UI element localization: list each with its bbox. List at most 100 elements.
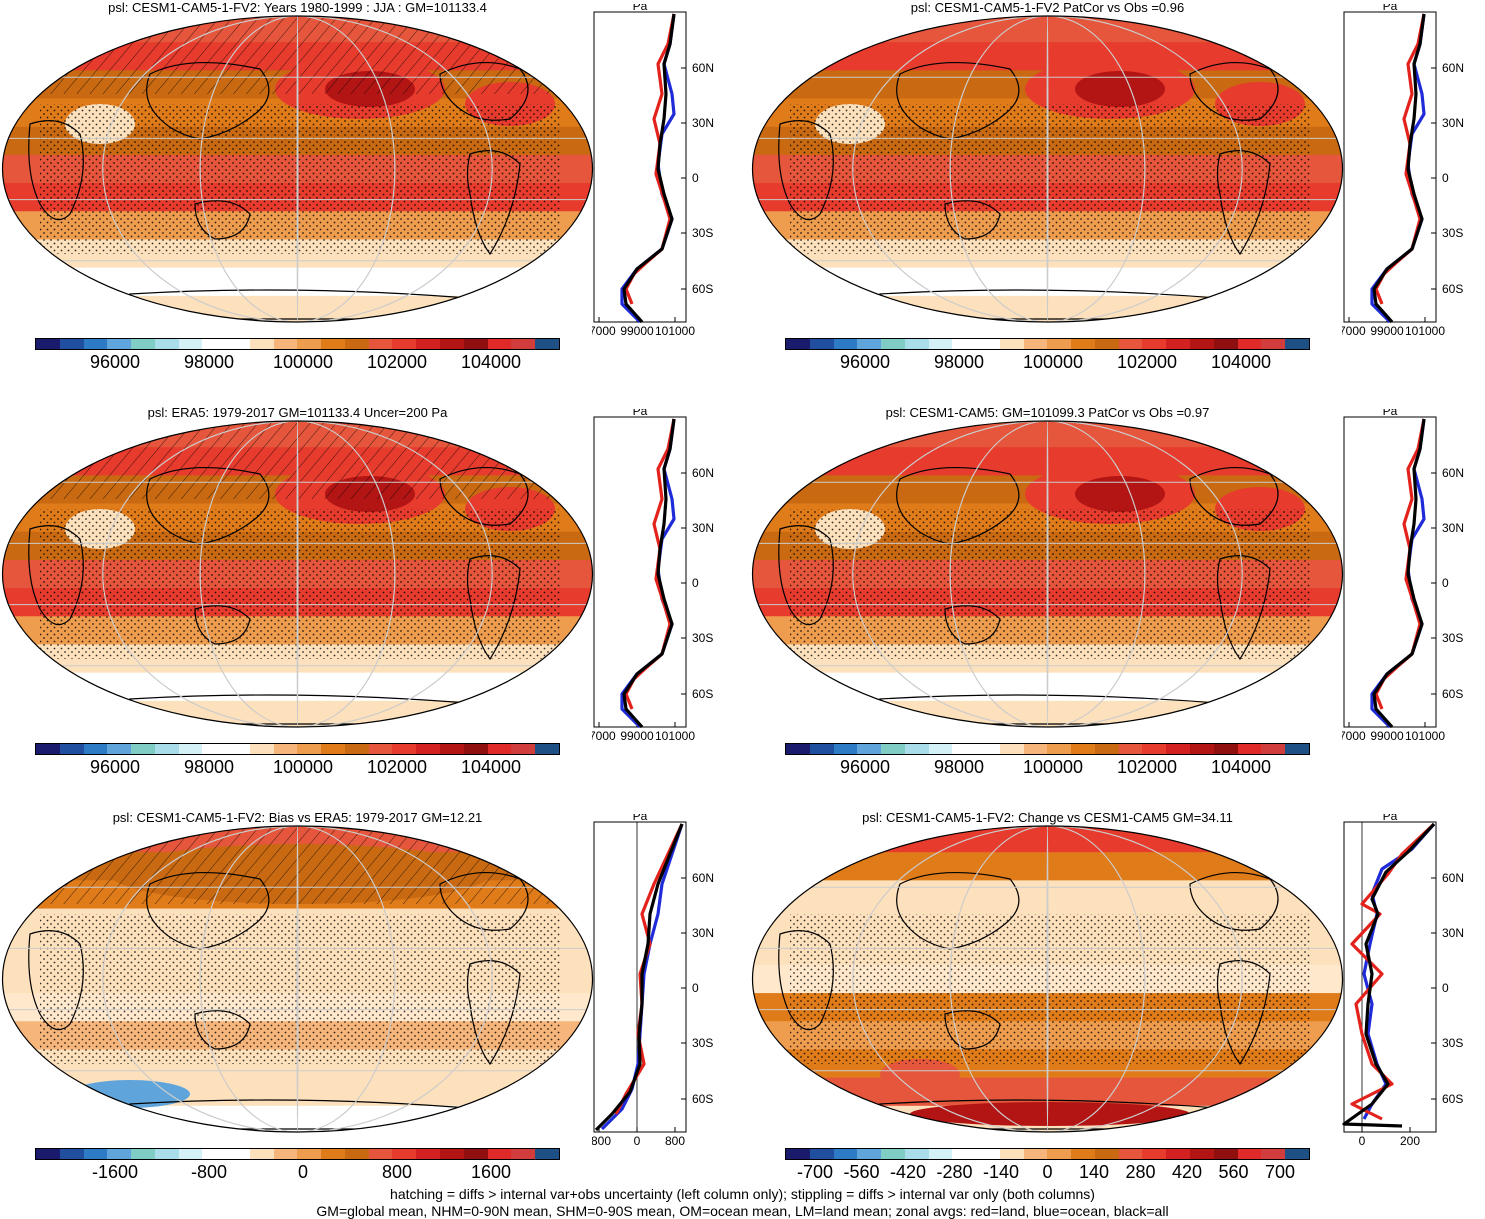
colorbar-swatch [1190, 744, 1214, 754]
lat-label: 30S [692, 226, 713, 240]
colorbar-swatch [36, 744, 60, 754]
panel-model-climatology: psl: CESM1-CAM5-1-FV2: Years 1980-1999 :… [0, 0, 735, 395]
colorbar-swatch [392, 339, 417, 349]
zonal-frame [1343, 416, 1437, 728]
panel-change-vs-cam5: psl: CESM1-CAM5-1-FV2: Change vs CESM1-C… [750, 810, 1485, 1205]
colorbar-swatch [487, 744, 512, 754]
lat-label: 30S [1442, 226, 1463, 240]
colorbar-swatch [297, 339, 322, 349]
colorbar-swatch [952, 1149, 977, 1159]
colorbar-swatch [1261, 744, 1286, 754]
colorbar-swatch [273, 339, 298, 349]
colorbar-swatch [1166, 1149, 1191, 1159]
graticule-meridian [102, 826, 493, 1132]
colorbar-swatch [535, 744, 559, 754]
lat-label: 30N [1442, 926, 1464, 940]
ocean-profile-line [1362, 822, 1436, 1120]
zonal-frame [593, 821, 687, 1133]
continent-outline [896, 871, 1020, 950]
zonal-x-label: 97000 [592, 324, 616, 338]
colorbar-swatch [1071, 339, 1095, 349]
panel-title: psl: ERA5: 1979-2017 GM=101133.4 Uncer=2… [147, 405, 448, 420]
lat-label: 0 [692, 981, 699, 995]
world-map [751, 825, 1344, 1133]
continent-outline [146, 466, 270, 545]
panel-cam5-climatology: psl: CESM1-CAM5: GM=101099.3 PatCor vs O… [750, 405, 1485, 800]
all-profile-line [1372, 418, 1426, 729]
colorbar-label: 280 [1125, 1162, 1156, 1182]
colorbar-swatch [249, 1149, 274, 1159]
colorbar-swatch [1190, 339, 1214, 349]
lat-label: 30S [1442, 631, 1463, 645]
colorbar-swatch [857, 339, 882, 349]
colorbar-swatch [1285, 744, 1309, 754]
colorbar-swatch [1094, 1149, 1119, 1159]
lat-label: 60S [692, 687, 713, 701]
continent-outline [1189, 872, 1279, 931]
colorbar-swatch [249, 339, 274, 349]
footer-note-hatching: hatching = diffs > internal var+obs unce… [390, 1186, 1095, 1202]
colorbar-swatch [107, 1149, 132, 1159]
colorbar-swatch [107, 744, 132, 754]
colorbar-swatch [83, 744, 108, 754]
colorbar-label: 96000 [89, 757, 141, 777]
colorbar [35, 743, 560, 755]
colorbar-swatch [392, 744, 417, 754]
colorbar-swatch [786, 339, 810, 349]
continent-outline [146, 871, 270, 950]
colorbar-swatch [999, 339, 1024, 349]
colorbar-swatch [976, 744, 1000, 754]
zonal-frame [1343, 821, 1437, 1133]
colorbar-swatch [1237, 339, 1262, 349]
colorbar-swatch [1166, 339, 1191, 349]
colorbar-swatch [202, 339, 227, 349]
zonal-unit-label: Pa [633, 814, 648, 823]
colorbar-label: 104000 [460, 352, 522, 372]
colorbar-label: 102000 [366, 757, 428, 777]
continent-outline [1189, 467, 1279, 526]
panel-model-patcor: psl: CESM1-CAM5-1-FV2 PatCor vs Obs =0.9… [750, 0, 1485, 395]
land-profile-line [614, 823, 684, 1115]
colorbar-swatch [487, 1149, 512, 1159]
continent-outline [439, 62, 529, 121]
zonal-x-label: 0 [634, 1134, 641, 1148]
colorbar-swatch [321, 1149, 345, 1159]
lat-label: 0 [692, 576, 699, 590]
colorbar [785, 338, 1310, 350]
colorbar-swatch [226, 339, 250, 349]
graticule-meridian [296, 421, 299, 727]
continent-outline [944, 1010, 1001, 1050]
colorbar-swatch [59, 744, 84, 754]
footer-note-means: GM=global mean, NHM=0-90N mean, SHM=0-90… [316, 1203, 1169, 1219]
zonal-x-label: 101000 [655, 729, 695, 743]
stippling-overlay [790, 509, 1310, 659]
world-map [751, 420, 1344, 728]
colorbar-swatch [131, 1149, 155, 1159]
colorbar-label: -560 [843, 1162, 880, 1182]
colorbar-label: -420 [889, 1162, 927, 1182]
colorbar-swatch [1261, 339, 1286, 349]
map-border [1, 420, 594, 728]
graticule-meridian [1046, 826, 1049, 1132]
colorbar-label: 100000 [1022, 757, 1084, 777]
world-map [1, 825, 594, 1133]
colorbar-label: 96000 [839, 352, 891, 372]
continent-outline [28, 525, 84, 626]
panel-era5-climatology: psl: ERA5: 1979-2017 GM=101133.4 Uncer=2… [0, 405, 735, 800]
colorbar-swatch [416, 1149, 441, 1159]
colorbar-swatch [928, 339, 953, 349]
colorbar-swatch [273, 1149, 298, 1159]
continent-outline [896, 466, 1020, 545]
colorbar-swatch [36, 339, 60, 349]
colorbar-swatch [249, 744, 274, 754]
colorbar [785, 743, 1310, 755]
continent-outline [944, 605, 1001, 645]
lat-label: 60S [692, 282, 713, 296]
colorbar-swatch [1285, 1149, 1309, 1159]
stippling-overlay [40, 104, 560, 254]
zonal-x-label: 101000 [655, 324, 695, 338]
zonal-unit-label: Pa [1383, 409, 1398, 418]
lat-label: 60N [1442, 871, 1464, 885]
